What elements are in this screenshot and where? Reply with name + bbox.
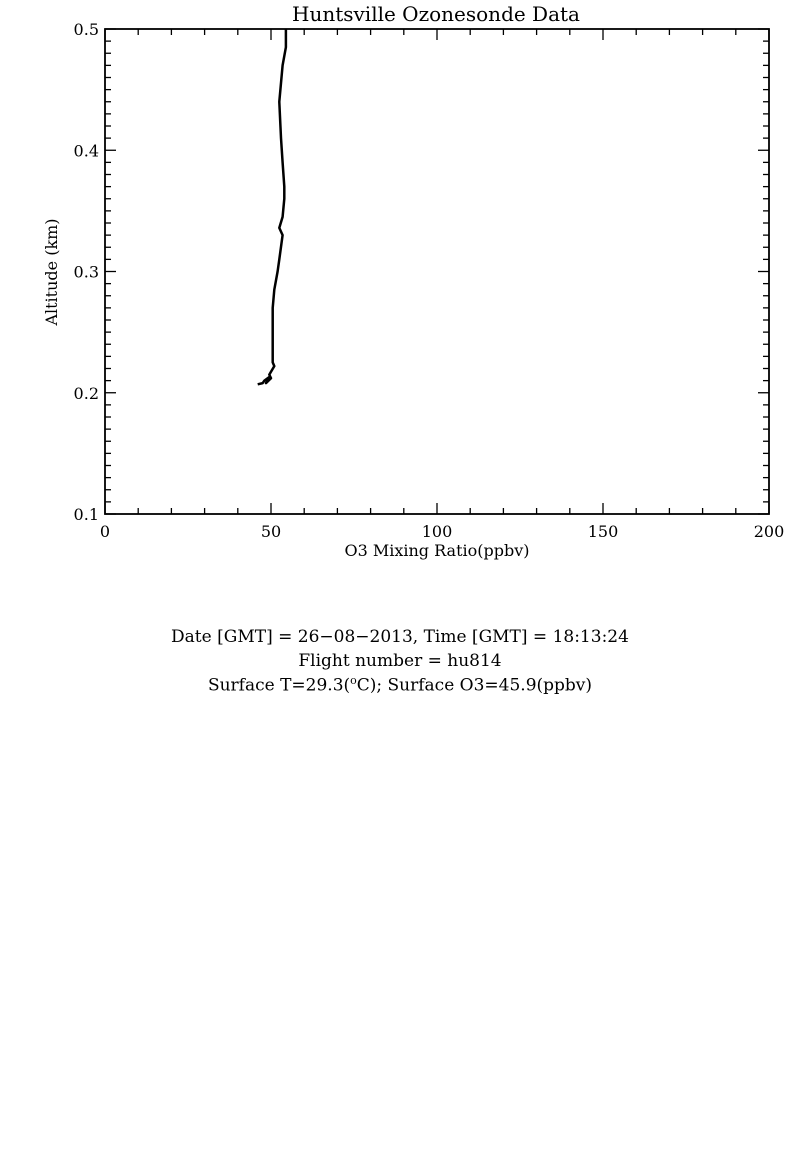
y-axis-label: Altitude (km) bbox=[42, 218, 61, 326]
surface-text-start: Surface T=29.3( bbox=[207, 675, 351, 696]
ozone-profile-line bbox=[257, 29, 288, 386]
degree-superscript: o bbox=[350, 674, 357, 687]
x-tick-label: 150 bbox=[588, 522, 619, 541]
chart-title: Huntsville Ozonesonde Data bbox=[292, 2, 580, 26]
ozone-profile-chart: Huntsville Ozonesonde Data 0 50 100 150 2000… bbox=[42, 2, 785, 560]
date-time-line: Date [GMT] = 26−08−2013, Time [GMT] = 18… bbox=[171, 627, 629, 647]
axis-ticks bbox=[104, 28, 770, 515]
x-tick-label: 100 bbox=[422, 522, 453, 541]
x-tick-label: 200 bbox=[754, 522, 785, 541]
x-tick-label: 50 bbox=[261, 522, 281, 541]
y-tick-label: 0.2 bbox=[74, 384, 99, 403]
surface-text-end: C); Surface O3=45.9(ppbv) bbox=[356, 675, 593, 696]
x-axis-label: O3 Mixing Ratio(ppbv) bbox=[344, 541, 529, 560]
y-tick-label: 0.5 bbox=[74, 20, 99, 39]
x-tick-label: 0 bbox=[100, 522, 110, 541]
y-tick-label: 0.3 bbox=[74, 263, 99, 282]
surface-conditions-line: Surface T=29.3(oC); Surface O3=45.9(ppbv… bbox=[0, 674, 800, 696]
plot-frame bbox=[104, 28, 770, 515]
tick-labels: 0 50 100 150 200 0.1 0.2 0.3 0.4 0.5 bbox=[74, 20, 785, 541]
y-tick-label: 0.1 bbox=[74, 505, 99, 524]
flight-number-line: Flight number = hu814 bbox=[298, 651, 502, 671]
y-tick-label: 0.4 bbox=[74, 141, 99, 160]
